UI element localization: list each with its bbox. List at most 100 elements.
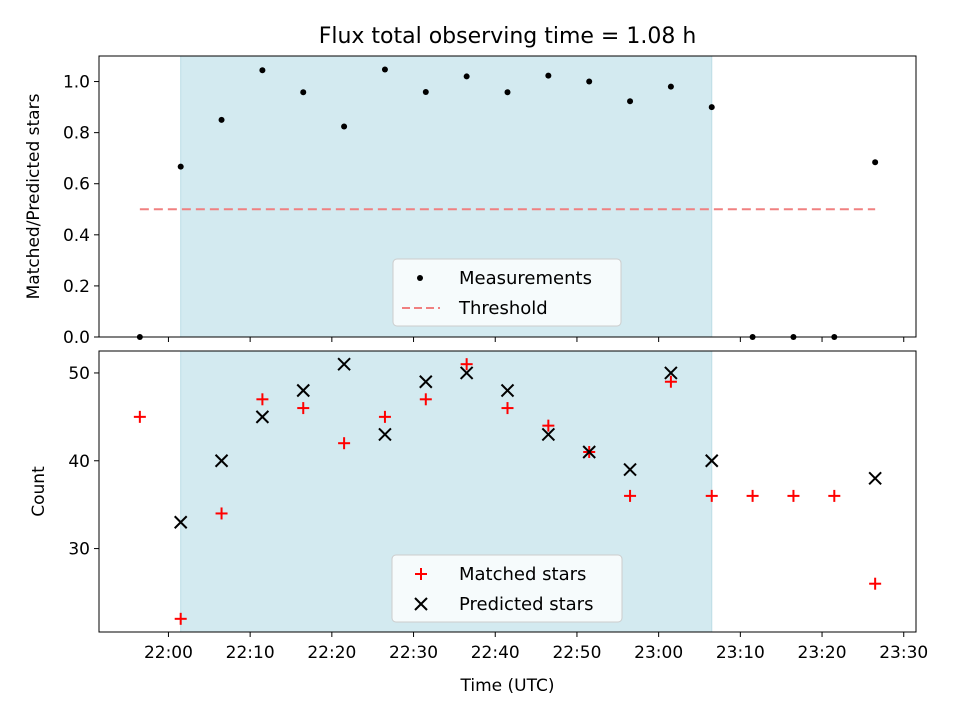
measurement-point xyxy=(341,123,348,130)
matched-star-point xyxy=(624,489,637,502)
x-tick-label: 22:30 xyxy=(389,643,438,663)
matched-star-point xyxy=(419,393,432,406)
y-tick-label: 50 xyxy=(68,364,90,384)
measurement-point xyxy=(708,104,715,111)
matched-star-point xyxy=(501,402,514,415)
matched-star-point xyxy=(869,577,882,590)
chart-title: Flux total observing time = 1.08 h xyxy=(319,24,697,49)
predicted-star-point xyxy=(296,383,310,398)
y-tick-label: 0.8 xyxy=(63,124,90,144)
ratio-series xyxy=(136,66,879,340)
measurement-point xyxy=(177,163,184,170)
ratio-y-axis-label: Matched/Predicted stars xyxy=(24,93,44,299)
x-tick-label: 22:20 xyxy=(307,643,356,663)
matched-star-point xyxy=(215,507,228,520)
x-tick-label: 23:30 xyxy=(879,643,928,663)
ratio-x-ticks xyxy=(167,337,905,342)
count-y-axis: 30 40 50 xyxy=(68,364,99,560)
ratio-plot-frame xyxy=(98,55,917,338)
ratio-panel: 0.0 0.2 0.4 0.6 0.8 1.0 Flux total observing … xyxy=(24,24,917,348)
matched-star-point xyxy=(378,410,391,423)
legend-cross xyxy=(414,597,428,611)
measurement-point xyxy=(381,66,388,73)
x-stroke xyxy=(419,375,433,389)
x-tick-label: 22:10 xyxy=(226,643,275,663)
matched-star-point xyxy=(705,489,718,502)
matched-star-point xyxy=(174,612,187,625)
x-stroke xyxy=(868,471,882,486)
y-tick-label: 0.4 xyxy=(63,226,90,246)
legend-measurements-label: Measurements xyxy=(459,268,592,289)
predicted-star-point xyxy=(459,366,474,380)
count-plot-frame xyxy=(98,350,917,633)
y-tick-label: 30 xyxy=(68,540,90,560)
legend-predicted-marker xyxy=(414,597,428,611)
x-tick-label: 22:40 xyxy=(471,643,520,663)
x-stroke xyxy=(337,357,351,371)
x-tick-label: 22:50 xyxy=(552,643,601,663)
predicted-star-point xyxy=(378,427,392,442)
ratio-legend-box xyxy=(392,258,622,327)
legend-matched-label: Matched stars xyxy=(459,564,586,585)
predicted-star-point xyxy=(214,454,229,468)
matched-star-point xyxy=(787,489,800,502)
x-stroke xyxy=(459,366,474,380)
legend-predicted-label: Predicted stars xyxy=(459,594,593,615)
predicted-star-point xyxy=(582,445,596,459)
x-stroke xyxy=(214,454,229,468)
predicted-star-point xyxy=(541,427,556,442)
measurement-point xyxy=(422,89,429,96)
x-tick-label: 23:20 xyxy=(798,643,847,663)
predicted-star-point xyxy=(419,375,433,389)
x-stroke xyxy=(705,454,719,468)
predicted-star-point xyxy=(337,357,351,371)
legend-plus xyxy=(415,568,427,580)
predicted-star-point xyxy=(664,366,678,380)
measurement-point xyxy=(872,159,879,166)
matched-star-point xyxy=(664,375,677,388)
x-stroke xyxy=(541,427,556,442)
measurement-point xyxy=(463,73,470,80)
matched-star-point xyxy=(542,419,555,432)
measurement-point xyxy=(627,98,634,105)
count-y-axis-label: Count xyxy=(29,466,49,517)
matched-star-point xyxy=(297,402,310,415)
y-tick-label: 0.0 xyxy=(63,328,90,348)
predicted-star-point xyxy=(255,410,270,424)
predicted-star-point xyxy=(705,454,719,468)
measurement-point xyxy=(667,83,674,90)
matched-star-point xyxy=(256,393,269,406)
predicted-star-point xyxy=(500,383,515,398)
x-stroke xyxy=(582,445,596,459)
measurement-point xyxy=(218,116,225,123)
matched-star-point xyxy=(746,489,759,502)
measurement-point xyxy=(300,89,307,96)
x-stroke xyxy=(500,383,515,398)
x-stroke xyxy=(296,383,310,398)
x-stroke xyxy=(173,515,188,529)
matched-star-point xyxy=(460,358,473,371)
measurement-point xyxy=(259,67,266,74)
count-legend-box xyxy=(391,554,623,623)
matched-star-point xyxy=(133,410,146,423)
legend-matched-marker xyxy=(415,568,427,580)
count-panel: 30 40 50 22:00 22:10 22:20 22:30 22:40 22:50 23:… xyxy=(29,350,928,696)
legend-threshold-label: Threshold xyxy=(458,298,548,319)
x-stroke xyxy=(414,597,428,611)
measurement-point xyxy=(586,78,593,85)
predicted-star-point xyxy=(623,462,637,477)
matched-star-point xyxy=(828,489,841,502)
matched-star-point xyxy=(338,437,351,450)
y-tick-label: 0.2 xyxy=(63,277,90,297)
x-tick-label: 23:10 xyxy=(716,643,765,663)
x-tick-label: 23:00 xyxy=(634,643,683,663)
time-axis-label: Time (UTC) xyxy=(460,676,555,696)
legend-measurements-marker xyxy=(417,275,423,281)
x-stroke xyxy=(255,410,270,424)
measurement-point xyxy=(545,72,552,79)
x-stroke xyxy=(664,366,678,380)
x-tick-label: 22:00 xyxy=(144,643,193,663)
y-tick-label: 0.6 xyxy=(63,175,90,195)
y-tick-label: 1.0 xyxy=(63,73,90,93)
